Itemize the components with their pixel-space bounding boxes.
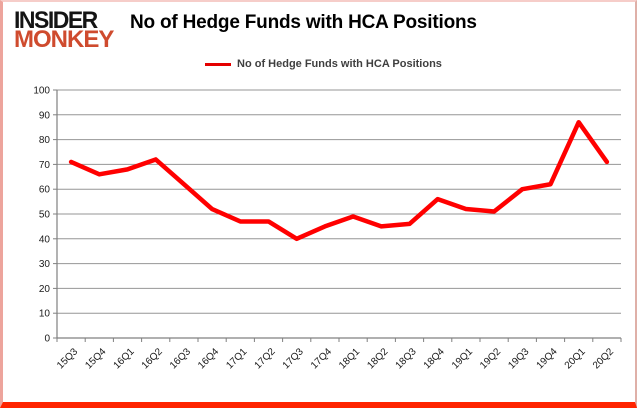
chart-title: No of Hedge Funds with HCA Positions (130, 12, 477, 33)
legend-line-swatch (205, 62, 231, 66)
logo-monkey-text: MONKEY (14, 26, 114, 54)
x-axis-label: 18Q1 (337, 346, 362, 371)
x-axis-label: 16Q2 (140, 346, 165, 371)
svg-text:50: 50 (39, 210, 51, 221)
x-axis-label: 20Q1 (563, 346, 588, 371)
x-axis-label: 17Q3 (281, 346, 306, 371)
x-axis-label: 15Q4 (83, 346, 108, 371)
svg-text:20: 20 (39, 284, 51, 295)
x-axis-label: 17Q1 (224, 346, 249, 371)
x-axis-label: 15Q3 (55, 346, 80, 371)
x-axis-label: 17Q4 (309, 346, 334, 371)
logo-insider-text: INSIDER (14, 5, 98, 34)
svg-text:0: 0 (44, 334, 50, 345)
x-axis-label: 18Q2 (365, 346, 390, 371)
legend-label: No of Hedge Funds with HCA Positions (237, 58, 442, 70)
x-axis-label: 18Q3 (394, 346, 419, 371)
x-axis-label: 19Q4 (535, 346, 560, 371)
svg-text:70: 70 (39, 160, 51, 171)
svg-text:90: 90 (39, 110, 51, 121)
insider-monkey-logo: INSIDER MONKEY (14, 5, 114, 54)
x-axis-label: 16Q3 (168, 346, 193, 371)
svg-text:80: 80 (39, 135, 51, 146)
x-axis-label: 20Q2 (591, 346, 616, 371)
x-axis-label: 19Q2 (478, 346, 503, 371)
x-axis-label: 19Q1 (450, 346, 475, 371)
svg-text:100: 100 (33, 86, 50, 97)
x-axis-label: 16Q4 (196, 346, 221, 371)
x-axis-label: 17Q2 (253, 346, 278, 371)
svg-text:60: 60 (39, 185, 51, 196)
series-line (68, 119, 610, 242)
x-axis-label: 16Q1 (112, 346, 137, 371)
x-axis-label: 19Q3 (506, 346, 531, 371)
chart-legend: No of Hedge Funds with HCA Positions (205, 58, 442, 70)
x-axis-label: 18Q4 (422, 346, 447, 371)
svg-text:10: 10 (39, 309, 51, 320)
svg-text:40: 40 (39, 234, 51, 245)
svg-text:30: 30 (39, 259, 51, 270)
